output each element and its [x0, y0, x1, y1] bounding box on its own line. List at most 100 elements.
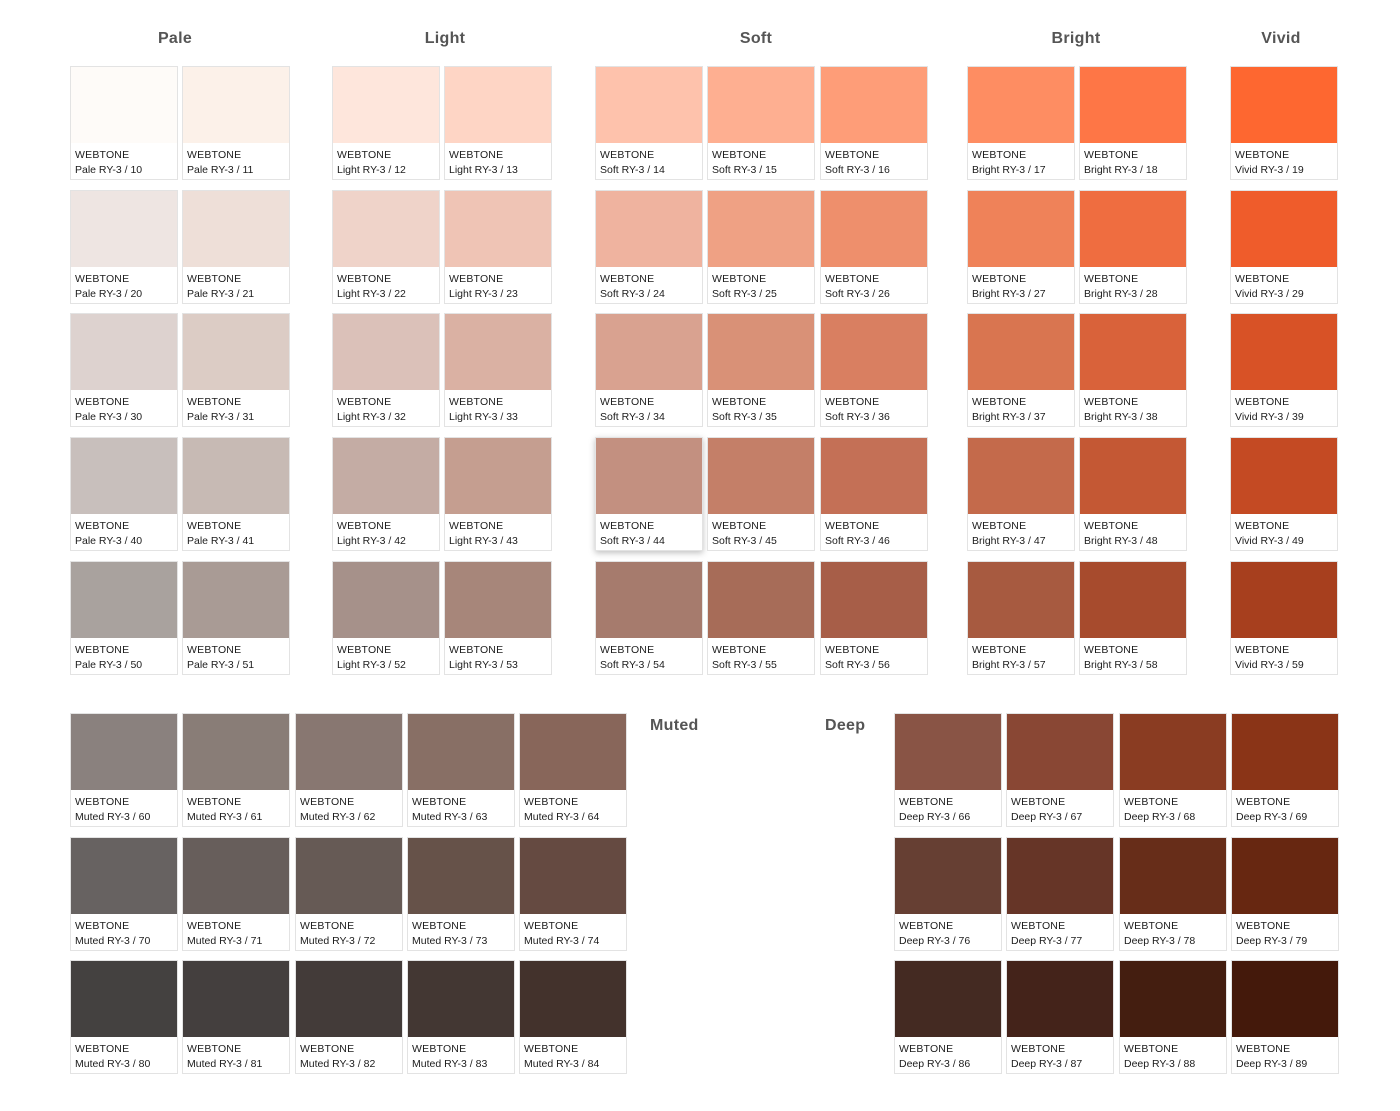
swatch-card[interactable]: WEBTONE Soft RY-3 / 25 [707, 190, 815, 304]
swatch-card[interactable]: WEBTONE Soft RY-3 / 55 [707, 561, 815, 675]
swatch-card[interactable]: WEBTONE Muted RY-3 / 71 [182, 837, 290, 951]
color-chip [296, 714, 402, 790]
swatch-card[interactable]: WEBTONE Muted RY-3 / 80 [70, 960, 178, 1074]
brand-label: WEBTONE [524, 796, 579, 808]
color-code: Bright RY-3 / 17 [972, 164, 1046, 176]
swatch-card[interactable]: WEBTONE Pale RY-3 / 40 [70, 437, 178, 551]
swatch-card[interactable]: WEBTONE Soft RY-3 / 46 [820, 437, 928, 551]
color-code: Muted RY-3 / 73 [412, 935, 488, 947]
swatch-card[interactable]: WEBTONE Deep RY-3 / 86 [894, 960, 1002, 1074]
swatch-card[interactable]: WEBTONE Pale RY-3 / 31 [182, 313, 290, 427]
swatch-card[interactable]: WEBTONE Soft RY-3 / 45 [707, 437, 815, 551]
swatch-card[interactable]: WEBTONE Soft RY-3 / 44 [595, 437, 703, 551]
swatch-card[interactable]: WEBTONE Vivid RY-3 / 39 [1230, 313, 1338, 427]
color-code: Vivid RY-3 / 29 [1235, 288, 1304, 300]
group-title-light: Light [424, 30, 466, 47]
swatch-card[interactable]: WEBTONE Muted RY-3 / 60 [70, 713, 178, 827]
swatch-card[interactable]: WEBTONE Soft RY-3 / 34 [595, 313, 703, 427]
swatch-card[interactable]: WEBTONE Muted RY-3 / 83 [407, 960, 515, 1074]
swatch-card[interactable]: WEBTONE Pale RY-3 / 20 [70, 190, 178, 304]
swatch-card[interactable]: WEBTONE Deep RY-3 / 69 [1231, 713, 1339, 827]
swatch-card[interactable]: WEBTONE Muted RY-3 / 73 [407, 837, 515, 951]
swatch-card[interactable]: WEBTONE Bright RY-3 / 48 [1079, 437, 1187, 551]
swatch-card[interactable]: WEBTONE Pale RY-3 / 30 [70, 313, 178, 427]
swatch-card[interactable]: WEBTONE Deep RY-3 / 66 [894, 713, 1002, 827]
swatch-card[interactable]: WEBTONE Light RY-3 / 53 [444, 561, 552, 675]
swatch-card[interactable]: WEBTONE Bright RY-3 / 57 [967, 561, 1075, 675]
color-chip [1120, 961, 1226, 1037]
swatch-card[interactable]: WEBTONE Vivid RY-3 / 29 [1230, 190, 1338, 304]
swatch-card[interactable]: WEBTONE Bright RY-3 / 18 [1079, 66, 1187, 180]
swatch-card[interactable]: WEBTONE Soft RY-3 / 14 [595, 66, 703, 180]
brand-label: WEBTONE [337, 396, 392, 408]
swatch-card[interactable]: WEBTONE Light RY-3 / 13 [444, 66, 552, 180]
swatch-card[interactable]: WEBTONE Muted RY-3 / 84 [519, 960, 627, 1074]
swatch-card[interactable]: WEBTONE Soft RY-3 / 35 [707, 313, 815, 427]
color-chip [895, 961, 1001, 1037]
swatch-card[interactable]: WEBTONE Soft RY-3 / 24 [595, 190, 703, 304]
color-chip [1080, 562, 1186, 638]
swatch-card[interactable]: WEBTONE Deep RY-3 / 89 [1231, 960, 1339, 1074]
swatch-card[interactable]: WEBTONE Bright RY-3 / 38 [1079, 313, 1187, 427]
swatch-card[interactable]: WEBTONE Deep RY-3 / 88 [1119, 960, 1227, 1074]
swatch-card[interactable]: WEBTONE Light RY-3 / 33 [444, 313, 552, 427]
color-chip [1120, 838, 1226, 914]
swatch-card[interactable]: WEBTONE Soft RY-3 / 54 [595, 561, 703, 675]
swatch-card[interactable]: WEBTONE Muted RY-3 / 74 [519, 837, 627, 951]
swatch-card[interactable]: WEBTONE Pale RY-3 / 21 [182, 190, 290, 304]
swatch-card[interactable]: WEBTONE Bright RY-3 / 37 [967, 313, 1075, 427]
swatch-card[interactable]: WEBTONE Light RY-3 / 22 [332, 190, 440, 304]
swatch-card[interactable]: WEBTONE Bright RY-3 / 28 [1079, 190, 1187, 304]
color-code: Light RY-3 / 32 [337, 411, 406, 423]
brand-label: WEBTONE [449, 520, 504, 532]
swatch-card[interactable]: WEBTONE Light RY-3 / 42 [332, 437, 440, 551]
swatch-card[interactable]: WEBTONE Pale RY-3 / 51 [182, 561, 290, 675]
swatch-card[interactable]: WEBTONE Pale RY-3 / 41 [182, 437, 290, 551]
swatch-card[interactable]: WEBTONE Bright RY-3 / 17 [967, 66, 1075, 180]
swatch-card[interactable]: WEBTONE Light RY-3 / 12 [332, 66, 440, 180]
swatch-card[interactable]: WEBTONE Muted RY-3 / 81 [182, 960, 290, 1074]
swatch-card[interactable]: WEBTONE Soft RY-3 / 36 [820, 313, 928, 427]
color-chip [708, 562, 814, 638]
brand-label: WEBTONE [1084, 644, 1139, 656]
swatch-card[interactable]: WEBTONE Deep RY-3 / 87 [1006, 960, 1114, 1074]
swatch-card[interactable]: WEBTONE Deep RY-3 / 78 [1119, 837, 1227, 951]
swatch-card[interactable]: WEBTONE Pale RY-3 / 11 [182, 66, 290, 180]
swatch-card[interactable]: WEBTONE Deep RY-3 / 67 [1006, 713, 1114, 827]
swatch-card[interactable]: WEBTONE Muted RY-3 / 63 [407, 713, 515, 827]
brand-label: WEBTONE [712, 273, 767, 285]
swatch-card[interactable]: WEBTONE Soft RY-3 / 56 [820, 561, 928, 675]
swatch-card[interactable]: WEBTONE Pale RY-3 / 10 [70, 66, 178, 180]
color-code: Deep RY-3 / 78 [1124, 935, 1196, 947]
brand-label: WEBTONE [412, 920, 467, 932]
swatch-card[interactable]: WEBTONE Muted RY-3 / 61 [182, 713, 290, 827]
color-chip [821, 562, 927, 638]
brand-label: WEBTONE [187, 1043, 242, 1055]
swatch-card[interactable]: WEBTONE Light RY-3 / 43 [444, 437, 552, 551]
swatch-card[interactable]: WEBTONE Bright RY-3 / 27 [967, 190, 1075, 304]
color-code: Muted RY-3 / 61 [187, 811, 263, 823]
swatch-card[interactable]: WEBTONE Bright RY-3 / 47 [967, 437, 1075, 551]
swatch-card[interactable]: WEBTONE Muted RY-3 / 62 [295, 713, 403, 827]
swatch-card[interactable]: WEBTONE Muted RY-3 / 64 [519, 713, 627, 827]
swatch-card[interactable]: WEBTONE Soft RY-3 / 26 [820, 190, 928, 304]
swatch-card[interactable]: WEBTONE Vivid RY-3 / 59 [1230, 561, 1338, 675]
color-code: Soft RY-3 / 14 [600, 164, 665, 176]
swatch-card[interactable]: WEBTONE Soft RY-3 / 16 [820, 66, 928, 180]
swatch-card[interactable]: WEBTONE Deep RY-3 / 77 [1006, 837, 1114, 951]
swatch-card[interactable]: WEBTONE Muted RY-3 / 70 [70, 837, 178, 951]
swatch-card[interactable]: WEBTONE Deep RY-3 / 68 [1119, 713, 1227, 827]
swatch-card[interactable]: WEBTONE Deep RY-3 / 76 [894, 837, 1002, 951]
swatch-card[interactable]: WEBTONE Muted RY-3 / 72 [295, 837, 403, 951]
swatch-card[interactable]: WEBTONE Vivid RY-3 / 19 [1230, 66, 1338, 180]
swatch-card[interactable]: WEBTONE Light RY-3 / 23 [444, 190, 552, 304]
swatch-card[interactable]: WEBTONE Muted RY-3 / 82 [295, 960, 403, 1074]
swatch-card[interactable]: WEBTONE Light RY-3 / 52 [332, 561, 440, 675]
swatch-card[interactable]: WEBTONE Pale RY-3 / 50 [70, 561, 178, 675]
swatch-card[interactable]: WEBTONE Bright RY-3 / 58 [1079, 561, 1187, 675]
swatch-card[interactable]: WEBTONE Vivid RY-3 / 49 [1230, 437, 1338, 551]
color-chip [596, 191, 702, 267]
swatch-card[interactable]: WEBTONE Soft RY-3 / 15 [707, 66, 815, 180]
swatch-card[interactable]: WEBTONE Light RY-3 / 32 [332, 313, 440, 427]
swatch-card[interactable]: WEBTONE Deep RY-3 / 79 [1231, 837, 1339, 951]
